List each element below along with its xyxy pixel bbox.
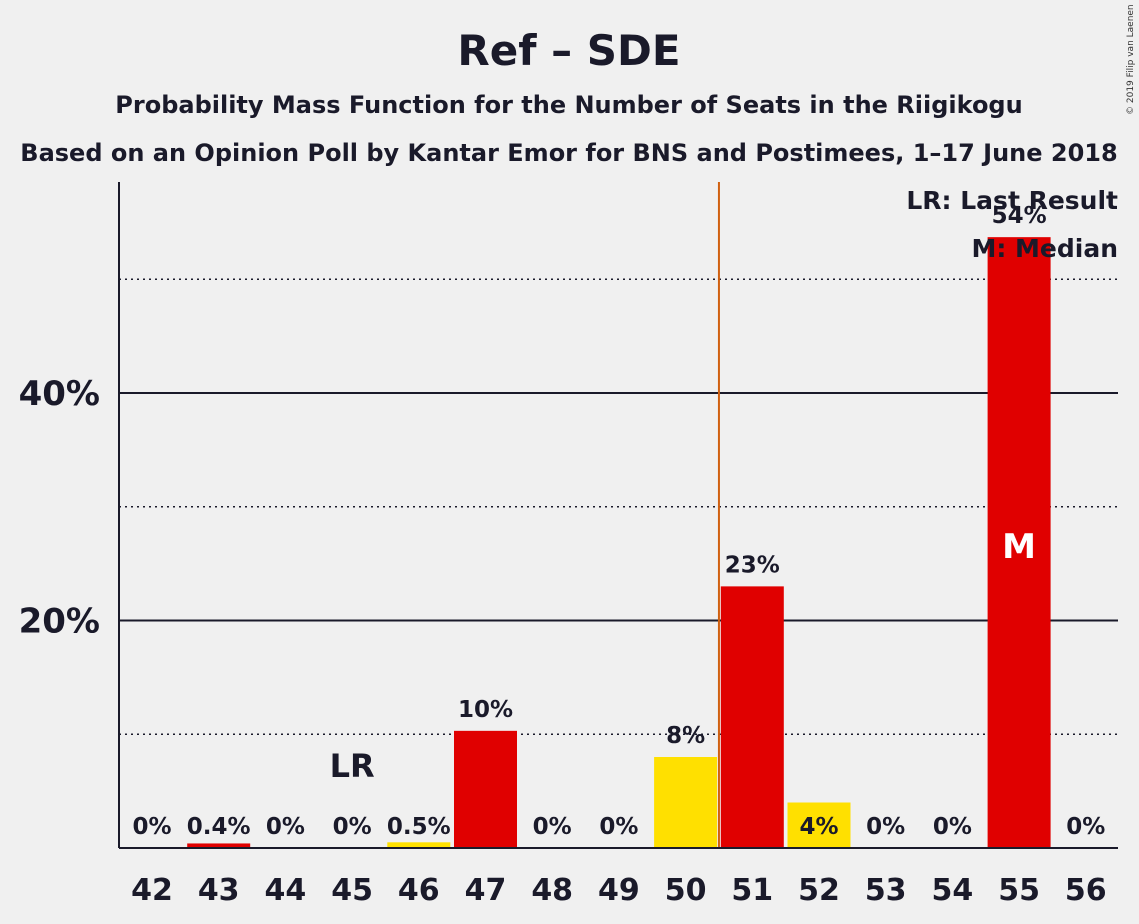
value-label-seat-53: 0% (866, 814, 905, 840)
value-labels: 0% 0.4% 0% 0% 0.5% 10% 0% 0% 8% 23% 4% 0% 0% 54% 0% LR M (132, 203, 1105, 840)
value-label-seat-49: 0% (599, 814, 638, 840)
x-tick-label: 54 (932, 873, 974, 908)
bar-seat-51 (720, 586, 784, 848)
axes: 20% 40% 42 43 44 45 46 47 48 49 50 51 52 53 54 55 56 (19, 182, 1118, 908)
chart-subtitle-source: Based on an Opinion Poll by Kantar Emor … (20, 139, 1117, 167)
legend-median: M: Median (971, 234, 1118, 263)
x-tick-label: 45 (331, 873, 373, 908)
x-tick-label: 48 (531, 873, 573, 908)
x-tick-label: 53 (865, 873, 907, 908)
y-tick-label: 20% (19, 602, 100, 642)
value-label-seat-50: 8% (666, 723, 705, 749)
x-tick-label: 50 (665, 873, 707, 908)
value-label-seat-54: 0% (933, 814, 972, 840)
y-tick-label: 40% (19, 374, 100, 414)
value-label-seat-56: 0% (1066, 814, 1105, 840)
x-tick-label: 52 (798, 873, 840, 908)
bar-seat-50 (654, 757, 718, 848)
legend-last-result: LR: Last Result (906, 186, 1118, 215)
x-tick-label: 51 (731, 873, 773, 908)
chart-subtitle: Probability Mass Function for the Number… (115, 91, 1022, 119)
median-marker: M (1002, 527, 1036, 567)
value-label-seat-48: 0% (533, 814, 572, 840)
bar-seat-46 (387, 842, 451, 848)
value-label-seat-51: 23% (725, 552, 780, 578)
value-label-seat-43: 0.4% (187, 814, 251, 840)
x-tick-label: 46 (398, 873, 440, 908)
value-label-seat-46: 0.5% (387, 814, 451, 840)
x-tick-label: 44 (265, 873, 307, 908)
value-label-seat-45: 0% (333, 814, 372, 840)
bar-seat-52 (787, 802, 851, 848)
x-tick-label: 42 (131, 873, 173, 908)
x-tick-label: 55 (998, 873, 1040, 908)
chart-title: Ref – SDE (457, 26, 680, 75)
value-label-seat-47: 10% (458, 697, 513, 723)
value-label-seat-44: 0% (266, 814, 305, 840)
x-tick-label: 56 (1065, 873, 1107, 908)
gridlines (119, 278, 1118, 735)
bar-seat-47 (454, 730, 517, 848)
x-tick-label: 49 (598, 873, 640, 908)
copyright-note: © 2019 Filip van Laenen (1126, 4, 1136, 115)
value-label-seat-52: 4% (799, 814, 838, 840)
bars (187, 182, 1051, 849)
bar-seat-43 (187, 843, 251, 848)
value-label-seat-42: 0% (132, 814, 171, 840)
value-label-seat-55: 54% (992, 203, 1047, 229)
last-result-marker: LR (330, 747, 375, 785)
x-tick-label: 47 (465, 873, 507, 908)
bar-seat-55 (987, 237, 1051, 849)
x-tick-label: 43 (198, 873, 240, 908)
